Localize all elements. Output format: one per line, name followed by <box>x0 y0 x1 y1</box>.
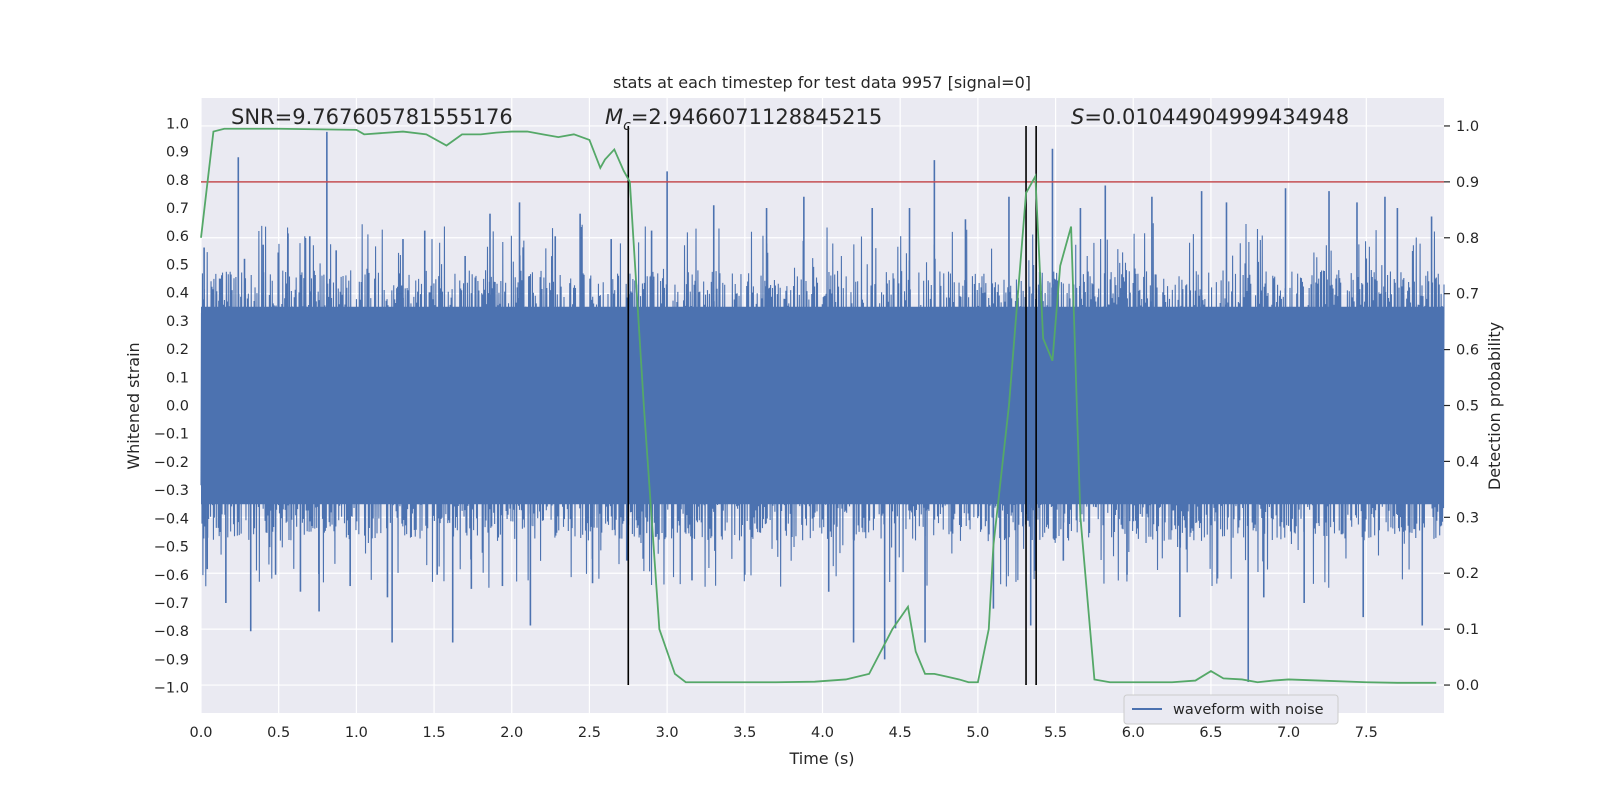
y-left-tick-label: 0.7 <box>166 201 189 217</box>
chart-title: stats at each timestep for test data 995… <box>613 73 1031 92</box>
y-left-tick-label: 0.8 <box>166 173 189 189</box>
x-tick-label: 0.0 <box>189 725 212 741</box>
x-tick-label: 2.5 <box>578 725 601 741</box>
y-right-tick-label: 0.2 <box>1456 566 1479 582</box>
y-left-tick-label: −0.6 <box>154 568 189 584</box>
x-tick-label: 3.5 <box>733 725 756 741</box>
x-tick-label: 1.5 <box>423 725 446 741</box>
y-left-tick-label: 0.9 <box>166 145 189 161</box>
x-axis-label: Time (s) <box>788 749 854 768</box>
y-left-tick-label: −0.3 <box>154 483 189 499</box>
x-tick-label: 2.0 <box>500 725 523 741</box>
x-tick-label: 7.5 <box>1355 725 1378 741</box>
y-right-tick-label: 0.1 <box>1456 622 1479 638</box>
y-right-tick-label: 0.7 <box>1456 287 1479 303</box>
y-right-tick-label: 1.0 <box>1456 119 1479 135</box>
y-axis-right-label: Detection probability <box>1485 322 1504 490</box>
x-tick-label: 7.0 <box>1277 725 1300 741</box>
s-symbol: S <box>1071 105 1084 129</box>
annotation-snr: SNR=9.767605781555176 <box>231 105 513 129</box>
x-tick-label: 6.0 <box>1122 725 1145 741</box>
y-right-tick-label: 0.8 <box>1456 231 1479 247</box>
x-tick-label: 5.5 <box>1044 725 1067 741</box>
y-left-tick-label: 0.0 <box>166 399 189 415</box>
annotation-chirp-mass: Mc=2.9466071128845215 <box>605 105 882 134</box>
legend-box <box>1123 694 1339 725</box>
y-left-tick-label: −0.9 <box>154 652 189 668</box>
y-left-tick-label: −0.2 <box>154 455 189 471</box>
y-axis-left: 1.0 0.9 0.8 0.7 0.6 0.5 0.4 0.3 0.2 0.1 0.0 −0.1 −0.… <box>154 116 189 696</box>
y-left-tick-label: 0.2 <box>166 342 189 358</box>
y-left-tick-label: −0.8 <box>154 624 189 640</box>
chirp-mass-subscript: c <box>623 118 631 134</box>
x-tick-label: 1.0 <box>345 725 368 741</box>
y-left-tick-label: 0.4 <box>166 286 189 302</box>
y-right-tick-label: 0.4 <box>1456 454 1479 470</box>
detection-probability-line <box>200 127 1437 684</box>
y-right-tick-label: 0.9 <box>1456 175 1479 191</box>
x-tick-label: 5.0 <box>966 725 989 741</box>
waveform-core-band <box>201 306 1444 505</box>
y-right-tick-label: 0.6 <box>1456 343 1479 359</box>
y-left-tick-label: −0.1 <box>154 427 189 443</box>
chirp-mass-value: =2.9466071128845215 <box>631 105 882 129</box>
waveform-series <box>200 131 1445 682</box>
y-left-tick-label: 0.3 <box>166 314 189 330</box>
y-left-tick-label: 0.1 <box>166 370 189 386</box>
x-tick-label: 4.0 <box>811 725 834 741</box>
y-left-tick-label: −0.7 <box>154 596 189 612</box>
y-left-tick-label: −0.5 <box>154 540 189 556</box>
x-tick-label: 3.0 <box>656 725 679 741</box>
x-tick-label: 0.5 <box>267 725 290 741</box>
legend-label: waveform with noise <box>1173 702 1324 718</box>
overlays <box>200 125 1444 686</box>
chirp-mass-symbol: M <box>605 105 623 129</box>
y-left-tick-label: −0.4 <box>154 511 189 527</box>
legend: waveform with noise <box>1123 694 1339 725</box>
y-right-tick-label: 0.3 <box>1456 510 1479 526</box>
s-value: =0.01044904999434948 <box>1084 105 1349 129</box>
y-right-tick-label: 0.0 <box>1456 678 1479 694</box>
annotation-s: S=0.01044904999434948 <box>1071 105 1349 129</box>
x-tick-label: 4.5 <box>889 725 912 741</box>
y-axis-left-label: Whitened strain <box>124 342 143 469</box>
y-left-tick-label: 1.0 <box>166 116 189 132</box>
x-axis: 0.0 0.5 1.0 1.5 2.0 2.5 3.0 3.5 4.0 4.5 5.0 5.5 6.0 6… <box>189 725 1377 741</box>
y-left-tick-label: 0.5 <box>166 257 189 273</box>
y-left-tick-label: 0.6 <box>166 229 189 245</box>
y-axis-right: 1.0 0.9 0.8 0.7 0.6 0.5 0.4 0.3 0.2 0.1 0.0 <box>1444 119 1479 694</box>
x-tick-label: 6.5 <box>1199 725 1222 741</box>
y-right-tick-label: 0.5 <box>1456 399 1479 415</box>
y-left-tick-label: −1.0 <box>154 681 189 697</box>
